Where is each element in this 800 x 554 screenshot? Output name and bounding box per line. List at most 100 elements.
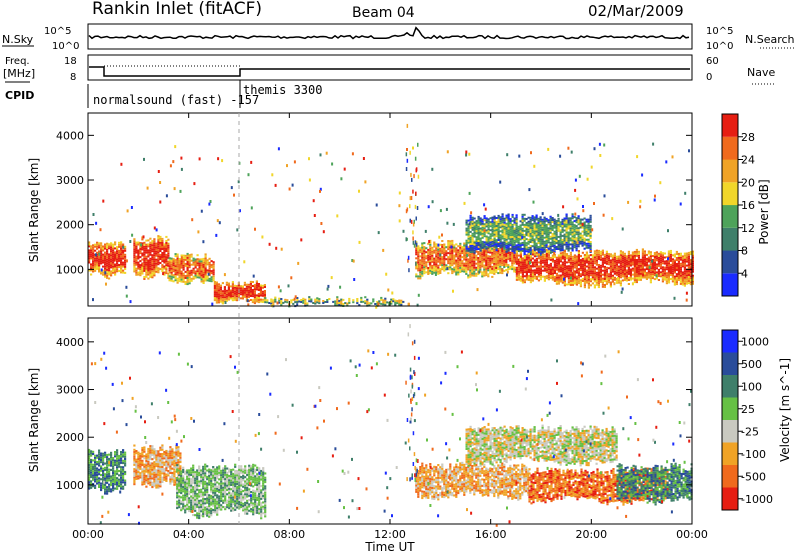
heatmap-cell <box>633 263 636 265</box>
heatmap-cell <box>118 478 121 481</box>
heatmap-cell <box>505 214 508 217</box>
heatmap-cell <box>667 257 669 261</box>
heatmap-cell <box>194 258 197 261</box>
heatmap-cell <box>621 263 624 266</box>
heatmap-cell <box>559 258 562 261</box>
heatmap-cell <box>677 256 680 259</box>
heatmap-cell <box>587 260 590 263</box>
heatmap-cell <box>106 460 109 463</box>
heatmap-cell <box>457 263 460 266</box>
heatmap-cell <box>567 261 570 264</box>
heatmap-cell <box>449 260 452 263</box>
heatmap-cell <box>547 256 550 259</box>
heatmap-cell <box>683 252 686 255</box>
heatmap-cell <box>487 226 490 229</box>
heatmap-cell <box>163 249 166 252</box>
heatmap-cell <box>513 231 516 234</box>
heatmap-cell <box>419 277 422 280</box>
heatmap-cell <box>523 250 526 252</box>
heatmap-cell <box>139 465 142 468</box>
heatmap-cell <box>457 245 460 248</box>
heatmap-cell <box>106 244 109 247</box>
heatmap-cell <box>627 276 630 279</box>
heatmap-cell <box>431 272 434 275</box>
heatmap-cell <box>637 266 640 269</box>
heatmap-cell <box>221 301 224 305</box>
heatmap-cell <box>412 240 415 245</box>
heatmap-cell <box>106 258 109 261</box>
heatmap-cell <box>587 232 590 235</box>
heatmap-cell <box>142 262 145 266</box>
heatmap-cell <box>645 276 648 278</box>
heatmap-cell <box>549 275 552 277</box>
heatmap-cell <box>633 252 636 255</box>
heatmap-cell <box>555 280 558 283</box>
heatmap-cell <box>483 245 486 248</box>
heatmap-cell <box>593 252 596 255</box>
heatmap-cell <box>553 232 556 235</box>
heatmap-cell <box>163 259 166 262</box>
heatmap-cell <box>429 245 432 248</box>
heatmap-cell <box>573 280 576 283</box>
heatmap-cell <box>669 272 672 274</box>
heatmap-cell <box>619 255 622 259</box>
heatmap-cell <box>489 243 492 246</box>
heatmap-cell <box>116 254 119 257</box>
heatmap-cell <box>487 265 490 268</box>
heatmap-cell <box>198 264 201 267</box>
heatmap-cell <box>523 254 526 256</box>
heatmap-cell <box>597 256 600 258</box>
heatmap-cell <box>523 237 526 240</box>
heatmap-cell <box>374 303 377 305</box>
heatmap-cell <box>253 284 256 286</box>
heatmap-cell <box>505 255 508 257</box>
heatmap-cell <box>340 300 343 303</box>
heatmap-cell <box>96 471 99 474</box>
heatmap-cell <box>382 301 385 304</box>
heatmap-cell <box>104 245 107 248</box>
heatmap-cell <box>659 259 662 262</box>
heatmap-cell <box>501 213 504 216</box>
heatmap-cell <box>527 232 530 235</box>
heatmap-cell <box>529 255 532 258</box>
heatmap-cell <box>233 294 236 297</box>
heatmap-cell <box>505 224 508 227</box>
heatmap-cell <box>351 259 354 262</box>
heatmap-cell <box>161 472 164 475</box>
heatmap-cell <box>635 275 638 277</box>
heatmap-cell <box>509 232 512 235</box>
heatmap-cell <box>557 213 560 217</box>
heatmap-cell <box>653 262 656 264</box>
heatmap-cell <box>219 296 222 299</box>
heatmap-cell <box>681 263 684 266</box>
heatmap-cell <box>489 269 492 272</box>
heatmap-cell <box>561 281 564 284</box>
heatmap-cell <box>667 274 670 277</box>
heatmap-cell <box>497 214 500 217</box>
heatmap-cell <box>453 262 456 265</box>
heatmap-cell <box>145 479 148 482</box>
heatmap-cell <box>643 260 646 263</box>
heatmap-cell <box>573 276 576 279</box>
heatmap-cell <box>679 276 682 279</box>
heatmap-cell <box>563 233 566 236</box>
heatmap-cell <box>298 300 301 303</box>
heatmap-cell <box>559 276 562 279</box>
heatmap-cell <box>233 292 236 295</box>
heatmap-cell <box>529 247 532 249</box>
heatmap-cell <box>673 279 676 282</box>
heatmap-cell <box>555 240 558 242</box>
heatmap-cell <box>159 256 162 258</box>
heatmap-cell <box>551 241 554 244</box>
heatmap-cell <box>112 478 115 481</box>
heatmap-cell <box>645 261 648 264</box>
heatmap-cell <box>455 261 458 264</box>
heatmap-cell <box>571 217 574 220</box>
heatmap-cell <box>112 472 115 475</box>
heatmap-cell <box>100 465 103 468</box>
heatmap-cell <box>545 234 548 236</box>
heatmap-cell <box>477 232 480 234</box>
heatmap-cell <box>90 454 93 457</box>
heatmap-cell <box>567 255 570 258</box>
heatmap-cell <box>439 261 442 264</box>
